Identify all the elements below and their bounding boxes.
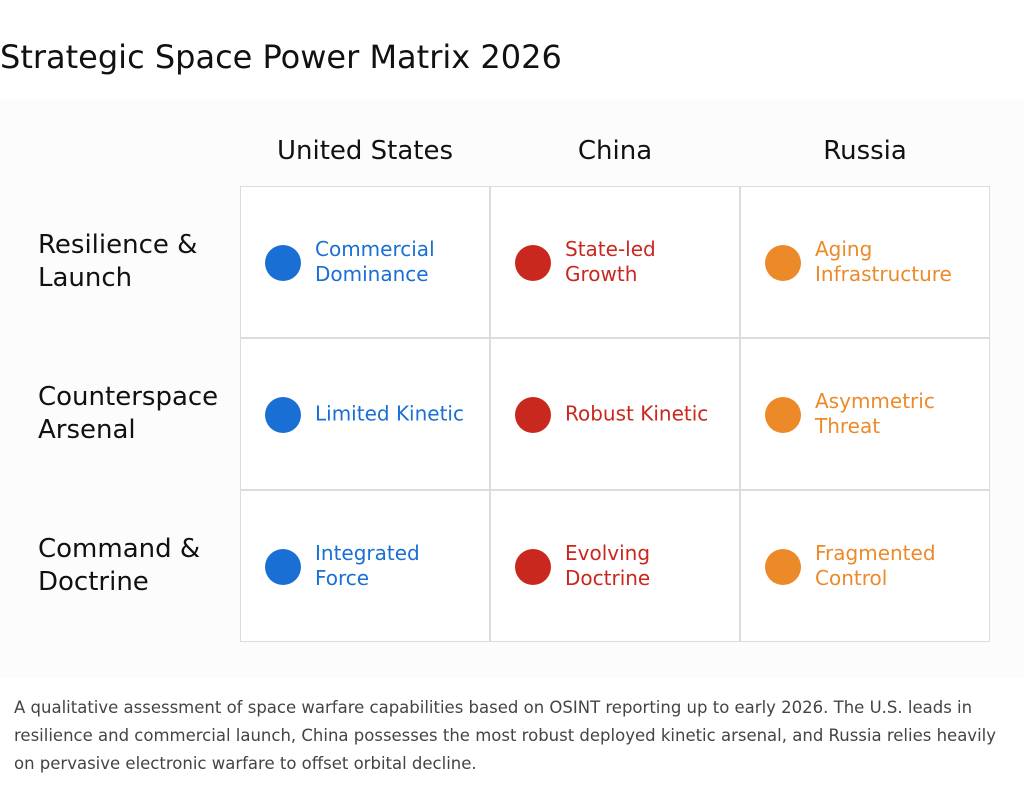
matrix-cell: State-led Growth [490, 186, 740, 338]
cell-text: Asymmetric Threat [815, 389, 935, 438]
matrix-cell: Fragmented Control [740, 490, 990, 642]
column-header: China [577, 136, 653, 166]
matrix-cell: Limited Kinetic [240, 338, 490, 490]
page-title: Strategic Space Power Matrix 2026 [0, 38, 562, 76]
cell-text: Commercial Dominance [315, 237, 435, 286]
status-dot [765, 397, 801, 433]
status-dot [265, 397, 301, 433]
matrix-cell: Evolving Doctrine [490, 490, 740, 642]
column-header: United States [276, 136, 454, 166]
caption: A qualitative assessment of space warfar… [14, 698, 996, 773]
status-dot [765, 549, 801, 585]
row-label: Command & Doctrine [38, 534, 201, 597]
status-dot [265, 549, 301, 585]
status-dot [765, 245, 801, 281]
status-dot [515, 397, 551, 433]
row-label: Resilience & Launch [38, 230, 198, 293]
matrix-cell: Integrated Force [240, 490, 490, 642]
cell-text: Fragmented Control [815, 541, 936, 590]
matrix-cell: Commercial Dominance [240, 186, 490, 338]
column-header: Russia [823, 136, 907, 166]
matrix-cell: Asymmetric Threat [740, 338, 990, 490]
cell-text: State-led Growth [565, 237, 656, 286]
cell-text: Integrated Force [315, 541, 420, 590]
matrix: United States China Russia Resilience & Lau… [0, 100, 1024, 678]
cell-text: Robust Kinetic [565, 401, 709, 426]
cell-text: Limited Kinetic [315, 401, 464, 426]
cell-text: Evolving Doctrine [565, 541, 651, 590]
row-label: Counterspace Arsenal [38, 382, 219, 445]
status-dot [515, 245, 551, 281]
matrix-cell: Aging Infrastructure [740, 186, 990, 338]
matrix-cell: Robust Kinetic [490, 338, 740, 490]
status-dot [265, 245, 301, 281]
cell-text: Aging Infrastructure [815, 237, 952, 286]
status-dot [515, 549, 551, 585]
